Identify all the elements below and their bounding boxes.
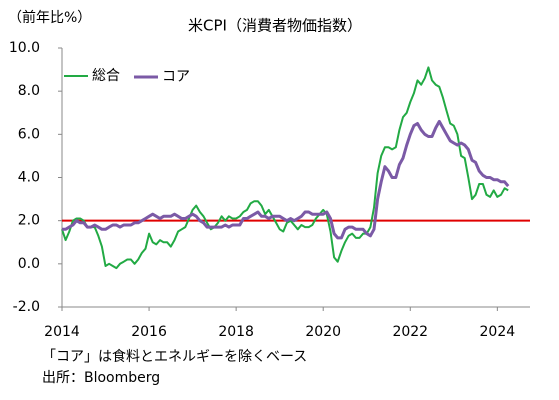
y-tick-label: 10.0: [9, 40, 40, 56]
x-tick-label: 2020: [305, 324, 341, 340]
chart-title: 米CPI（消費者物価指数）: [188, 17, 362, 35]
y-tick-label: 0.0: [18, 256, 40, 272]
y-axis-label: （前年比%）: [8, 9, 91, 26]
x-tick-label: 2016: [131, 324, 167, 340]
y-tick-label: 6.0: [18, 126, 40, 142]
y-tick-label: 4.0: [18, 170, 40, 186]
note: 出所：Bloomberg: [42, 370, 160, 386]
x-tick-label: 2018: [218, 324, 254, 340]
y-tick-label: -2.0: [13, 299, 40, 315]
y-tick-label: 8.0: [18, 83, 40, 99]
legend-label: 総合: [92, 68, 120, 84]
note: 「コア」は食料とエネルギーを除くベース: [42, 348, 307, 365]
series-line: [62, 119, 510, 240]
x-tick-label: 2024: [480, 324, 516, 340]
series-line: [61, 66, 509, 270]
x-tick-label: 2022: [392, 324, 428, 340]
y-tick-label: 2.0: [18, 213, 40, 229]
legend-label: コア: [162, 69, 190, 85]
x-tick-label: 2014: [44, 324, 80, 340]
